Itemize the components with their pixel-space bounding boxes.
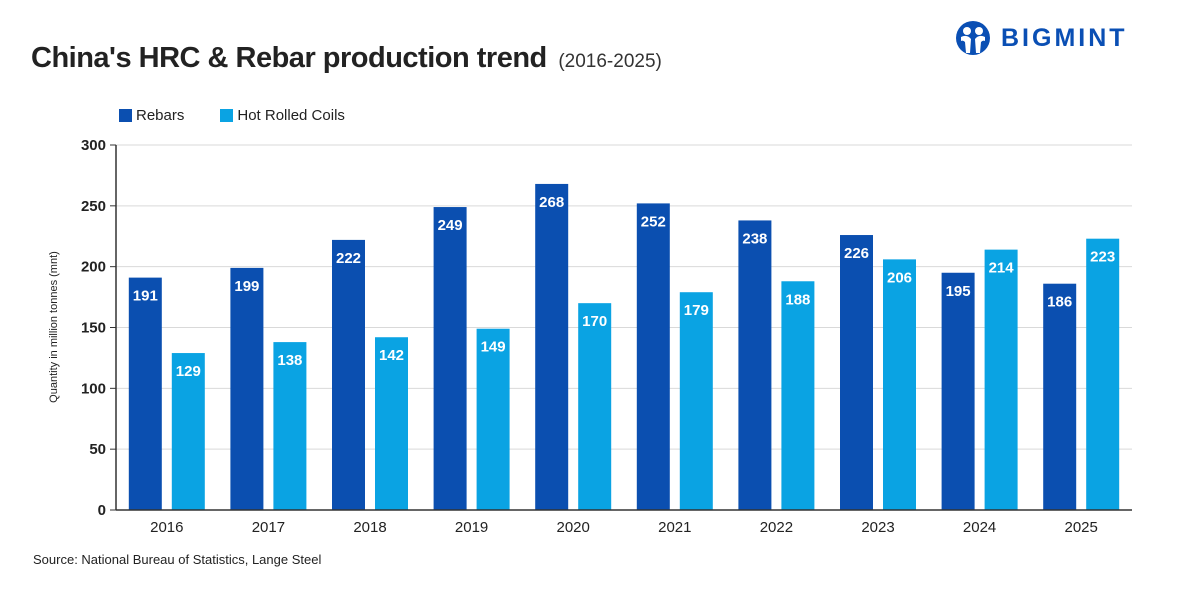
legend-item-rebars: Rebars [119,107,184,124]
data-label-hrc: 206 [887,269,912,286]
y-axis-label: Quantity in million tonnes (mnt) [48,251,60,403]
x-tick-label: 2021 [658,519,691,536]
x-tick-label: 2017 [252,519,285,536]
data-label-hrc: 188 [785,291,810,308]
bar-rebars [840,235,873,511]
data-label-rebars: 222 [336,250,361,267]
bigmint-logo-text: BIGMINT [1001,23,1128,52]
legend-item-hrc: Hot Rolled Coils [220,107,345,124]
bar-rebars [941,272,975,510]
data-labels: 191 129 199 138 222 142 249 149 268 170 252 179 238 1… [133,194,1115,380]
y-tick-label: 0 [98,502,106,519]
bar-hrc [984,249,1018,510]
x-tick-label: 2016 [150,519,183,536]
data-label-hrc: 179 [684,302,709,319]
chart-title-main: China's HRC & Rebar production trend [31,42,547,74]
x-tick-label: 2024 [963,519,996,536]
data-label-rebars: 186 [1047,294,1072,311]
bar-hrc [883,259,916,510]
bar-rebars [738,220,772,510]
axes: 0 50 100 150 200 250 300 2016 2017 2018 2019 2020 20… [81,137,1132,536]
bar-hrc [273,342,307,510]
y-tick-label: 50 [89,441,106,458]
x-tick-label: 2020 [557,519,590,536]
data-label-rebars: 268 [539,194,564,211]
y-tick-label: 200 [81,259,106,276]
bigmint-logo-icon [956,21,990,55]
x-tick-label: 2022 [760,519,793,536]
bar-hrc [476,328,510,510]
y-tick-label: 250 [81,198,106,215]
data-label-rebars: 238 [742,230,767,247]
bar-hrc [1086,238,1120,510]
source-note: Source: National Bureau of Statistics, L… [33,552,322,567]
data-label-hrc: 138 [277,352,302,369]
y-tick-label: 150 [81,320,106,337]
y-tick-label: 100 [81,380,106,397]
chart-title: China's HRC & Rebar production trend (20… [31,42,662,75]
data-label-rebars: 226 [844,245,869,262]
chart-legend: Rebars Hot Rolled Coils [119,107,381,124]
legend-swatch-rebars [119,109,132,122]
bar-rebars [1043,283,1077,510]
data-label-rebars: 191 [133,288,158,305]
x-tick-label: 2019 [455,519,488,536]
x-tick-label: 2018 [353,519,386,536]
data-label-rebars: 195 [946,283,971,300]
bigmint-logo: BIGMINT [955,20,1128,56]
chart-subtitle: (2016-2025) [558,51,662,72]
legend-label-hrc: Hot Rolled Coils [237,107,345,124]
y-tick-label: 300 [81,137,106,154]
data-label-hrc: 149 [481,339,506,356]
data-label-rebars: 252 [641,213,666,230]
data-label-hrc: 129 [176,363,201,380]
bar-hrc [578,303,612,510]
bar-rebars [230,267,264,510]
bar-hrc [375,337,408,510]
data-label-rebars: 199 [234,278,259,295]
bar-rebars [128,277,162,510]
bar-hrc [781,281,815,510]
bar-hrc [679,292,713,510]
bar-rebars [433,207,467,511]
data-label-hrc: 214 [989,260,1015,277]
x-tick-label: 2025 [1065,519,1098,536]
bar-rebars [332,239,365,510]
bar-rebars [535,183,569,510]
bar-rebars [636,203,670,510]
x-tick-label: 2023 [861,519,894,536]
legend-swatch-hrc [220,109,234,122]
legend-label-rebars: Rebars [136,107,185,124]
bar-hrc [171,353,205,510]
gridlines [116,144,1132,450]
bars [128,183,1120,511]
data-label-hrc: 170 [582,313,607,330]
data-label-hrc: 142 [379,347,404,364]
data-label-hrc: 223 [1090,249,1115,266]
data-label-rebars: 249 [438,217,463,234]
